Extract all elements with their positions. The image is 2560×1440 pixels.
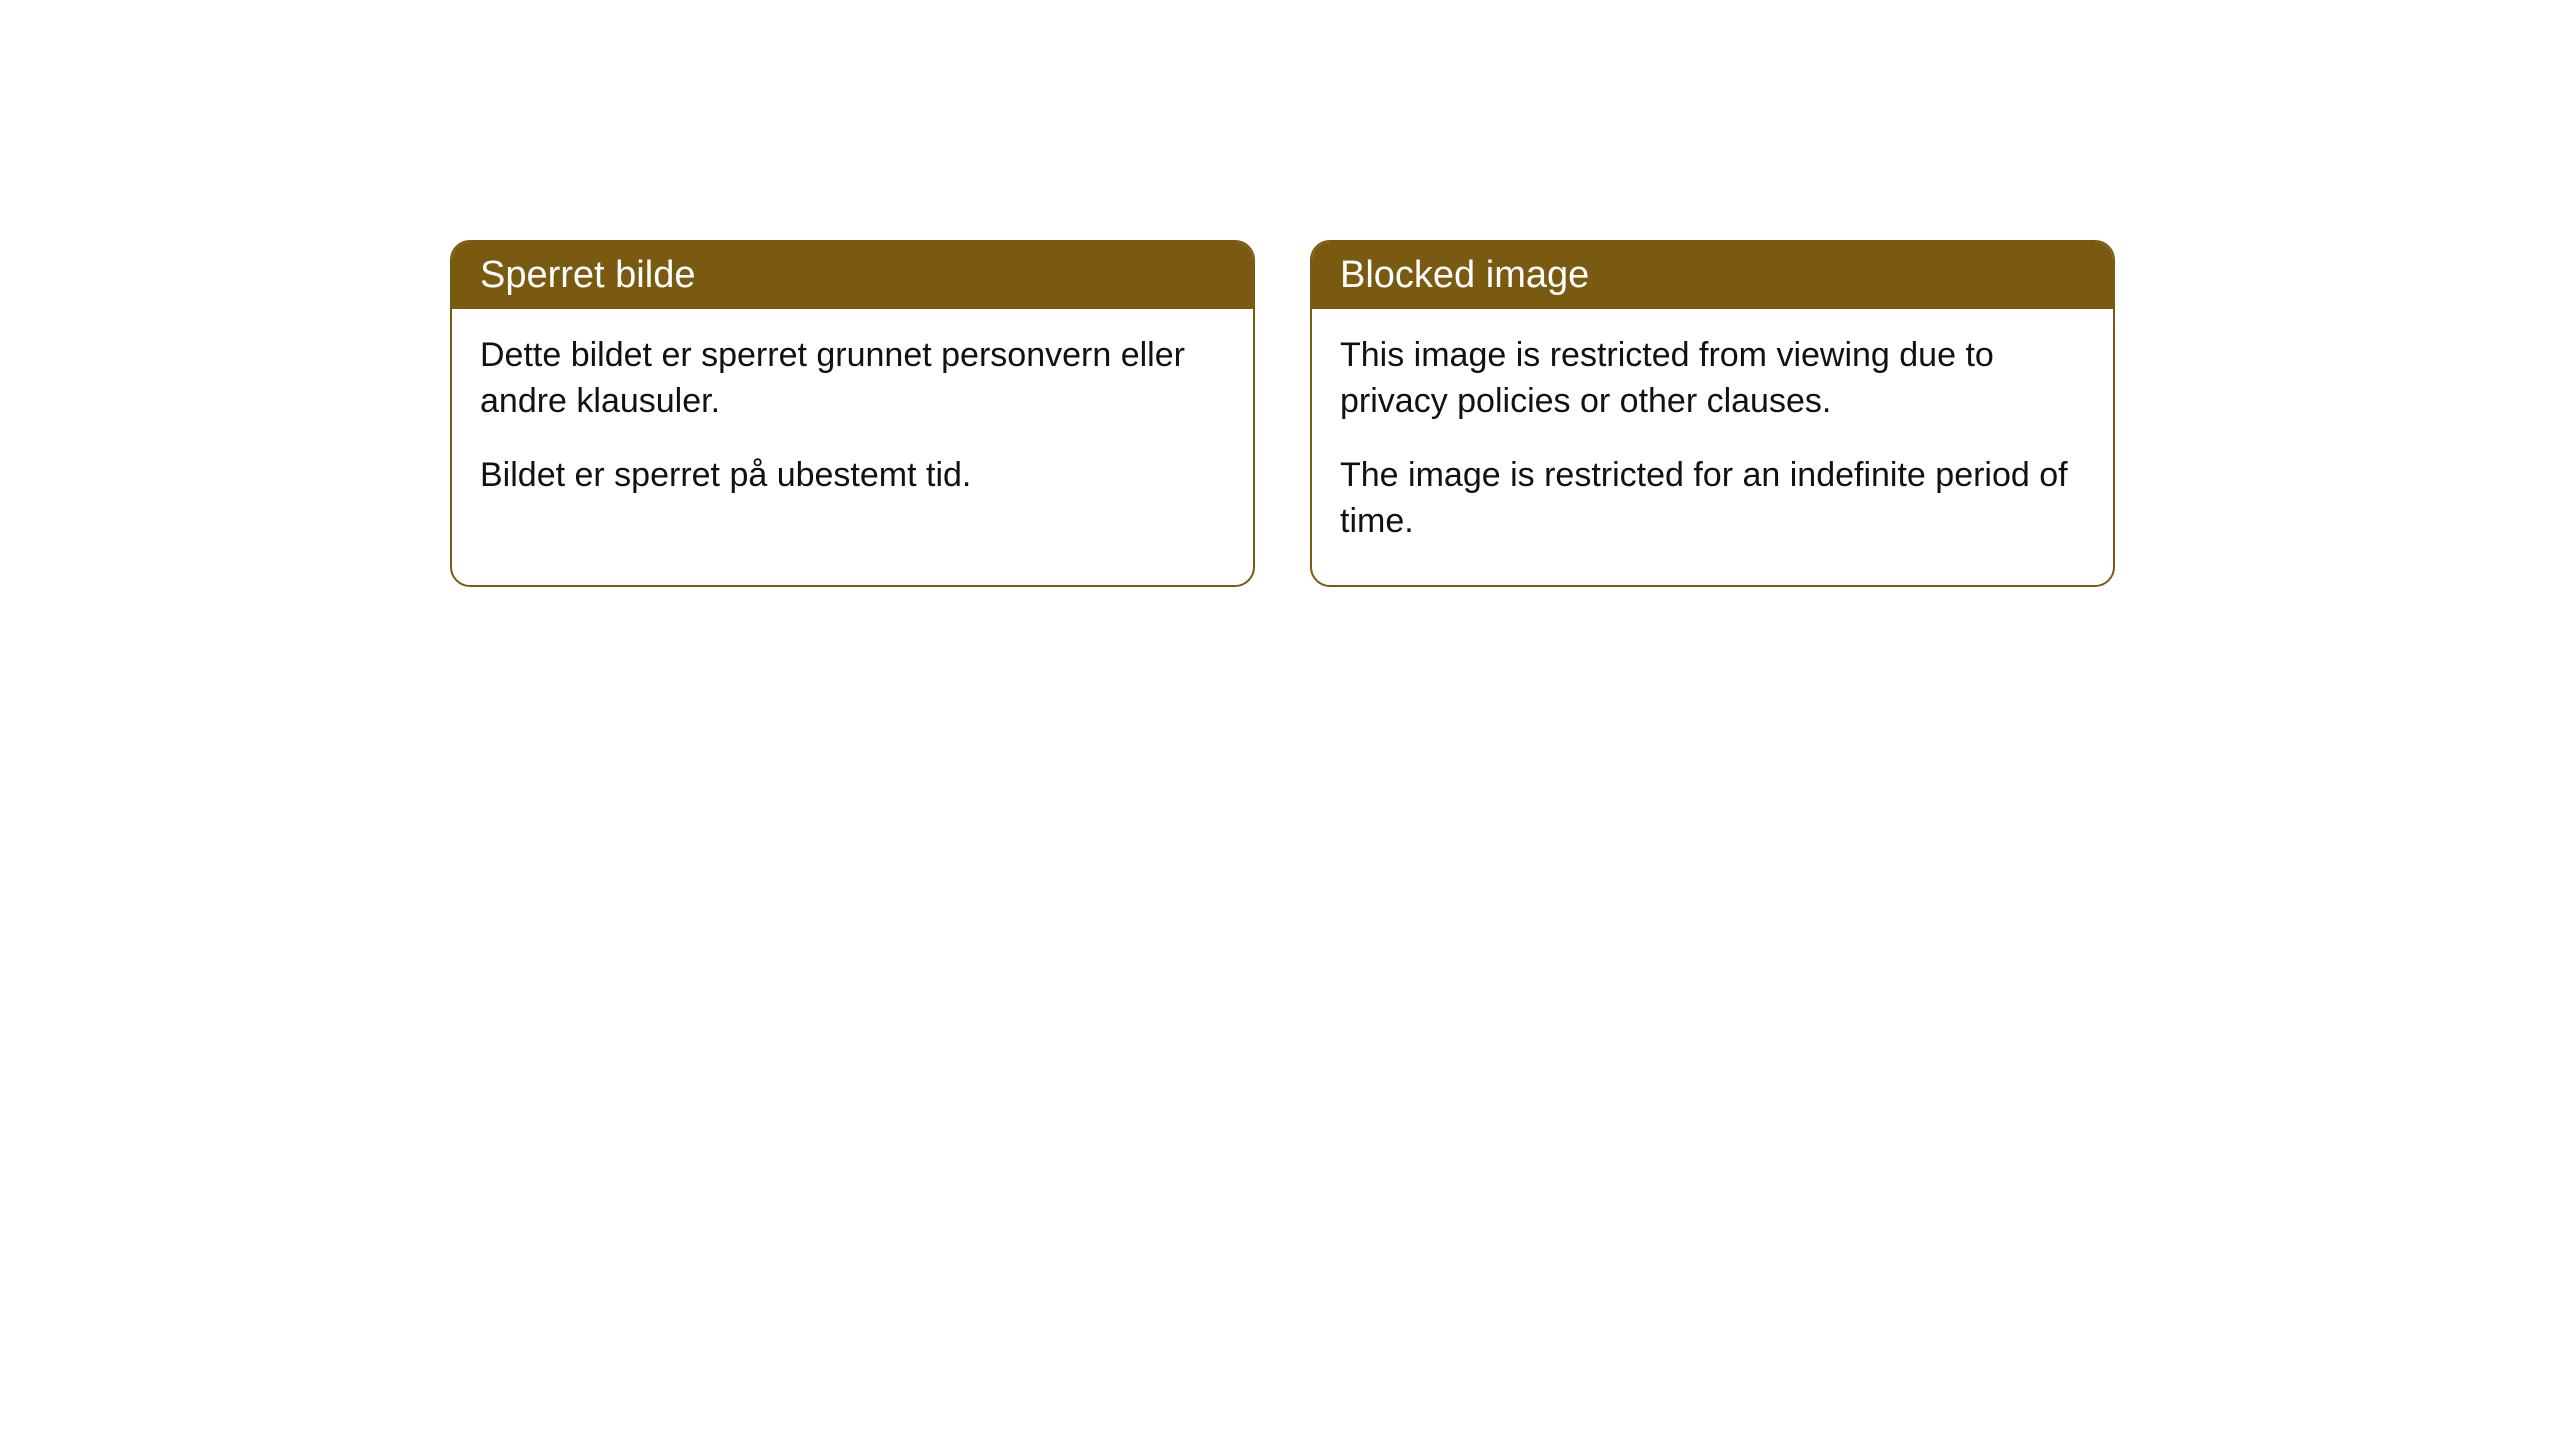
card-body: Dette bildet er sperret grunnet personve… (452, 309, 1253, 539)
card-title: Blocked image (1340, 254, 1589, 296)
card-paragraph: Bildet er sperret på ubestemt tid. (480, 453, 1225, 499)
notice-card-english: Blocked image This image is restricted f… (1310, 240, 2115, 587)
card-paragraph: The image is restricted for an indefinit… (1340, 453, 2085, 545)
card-header: Blocked image (1312, 242, 2113, 309)
card-header: Sperret bilde (452, 242, 1253, 309)
card-paragraph: This image is restricted from viewing du… (1340, 333, 2085, 425)
card-body: This image is restricted from viewing du… (1312, 309, 2113, 585)
notice-cards-container: Sperret bilde Dette bildet er sperret gr… (450, 240, 2115, 587)
card-paragraph: Dette bildet er sperret grunnet personve… (480, 333, 1225, 425)
card-title: Sperret bilde (480, 254, 695, 296)
notice-card-norwegian: Sperret bilde Dette bildet er sperret gr… (450, 240, 1255, 587)
